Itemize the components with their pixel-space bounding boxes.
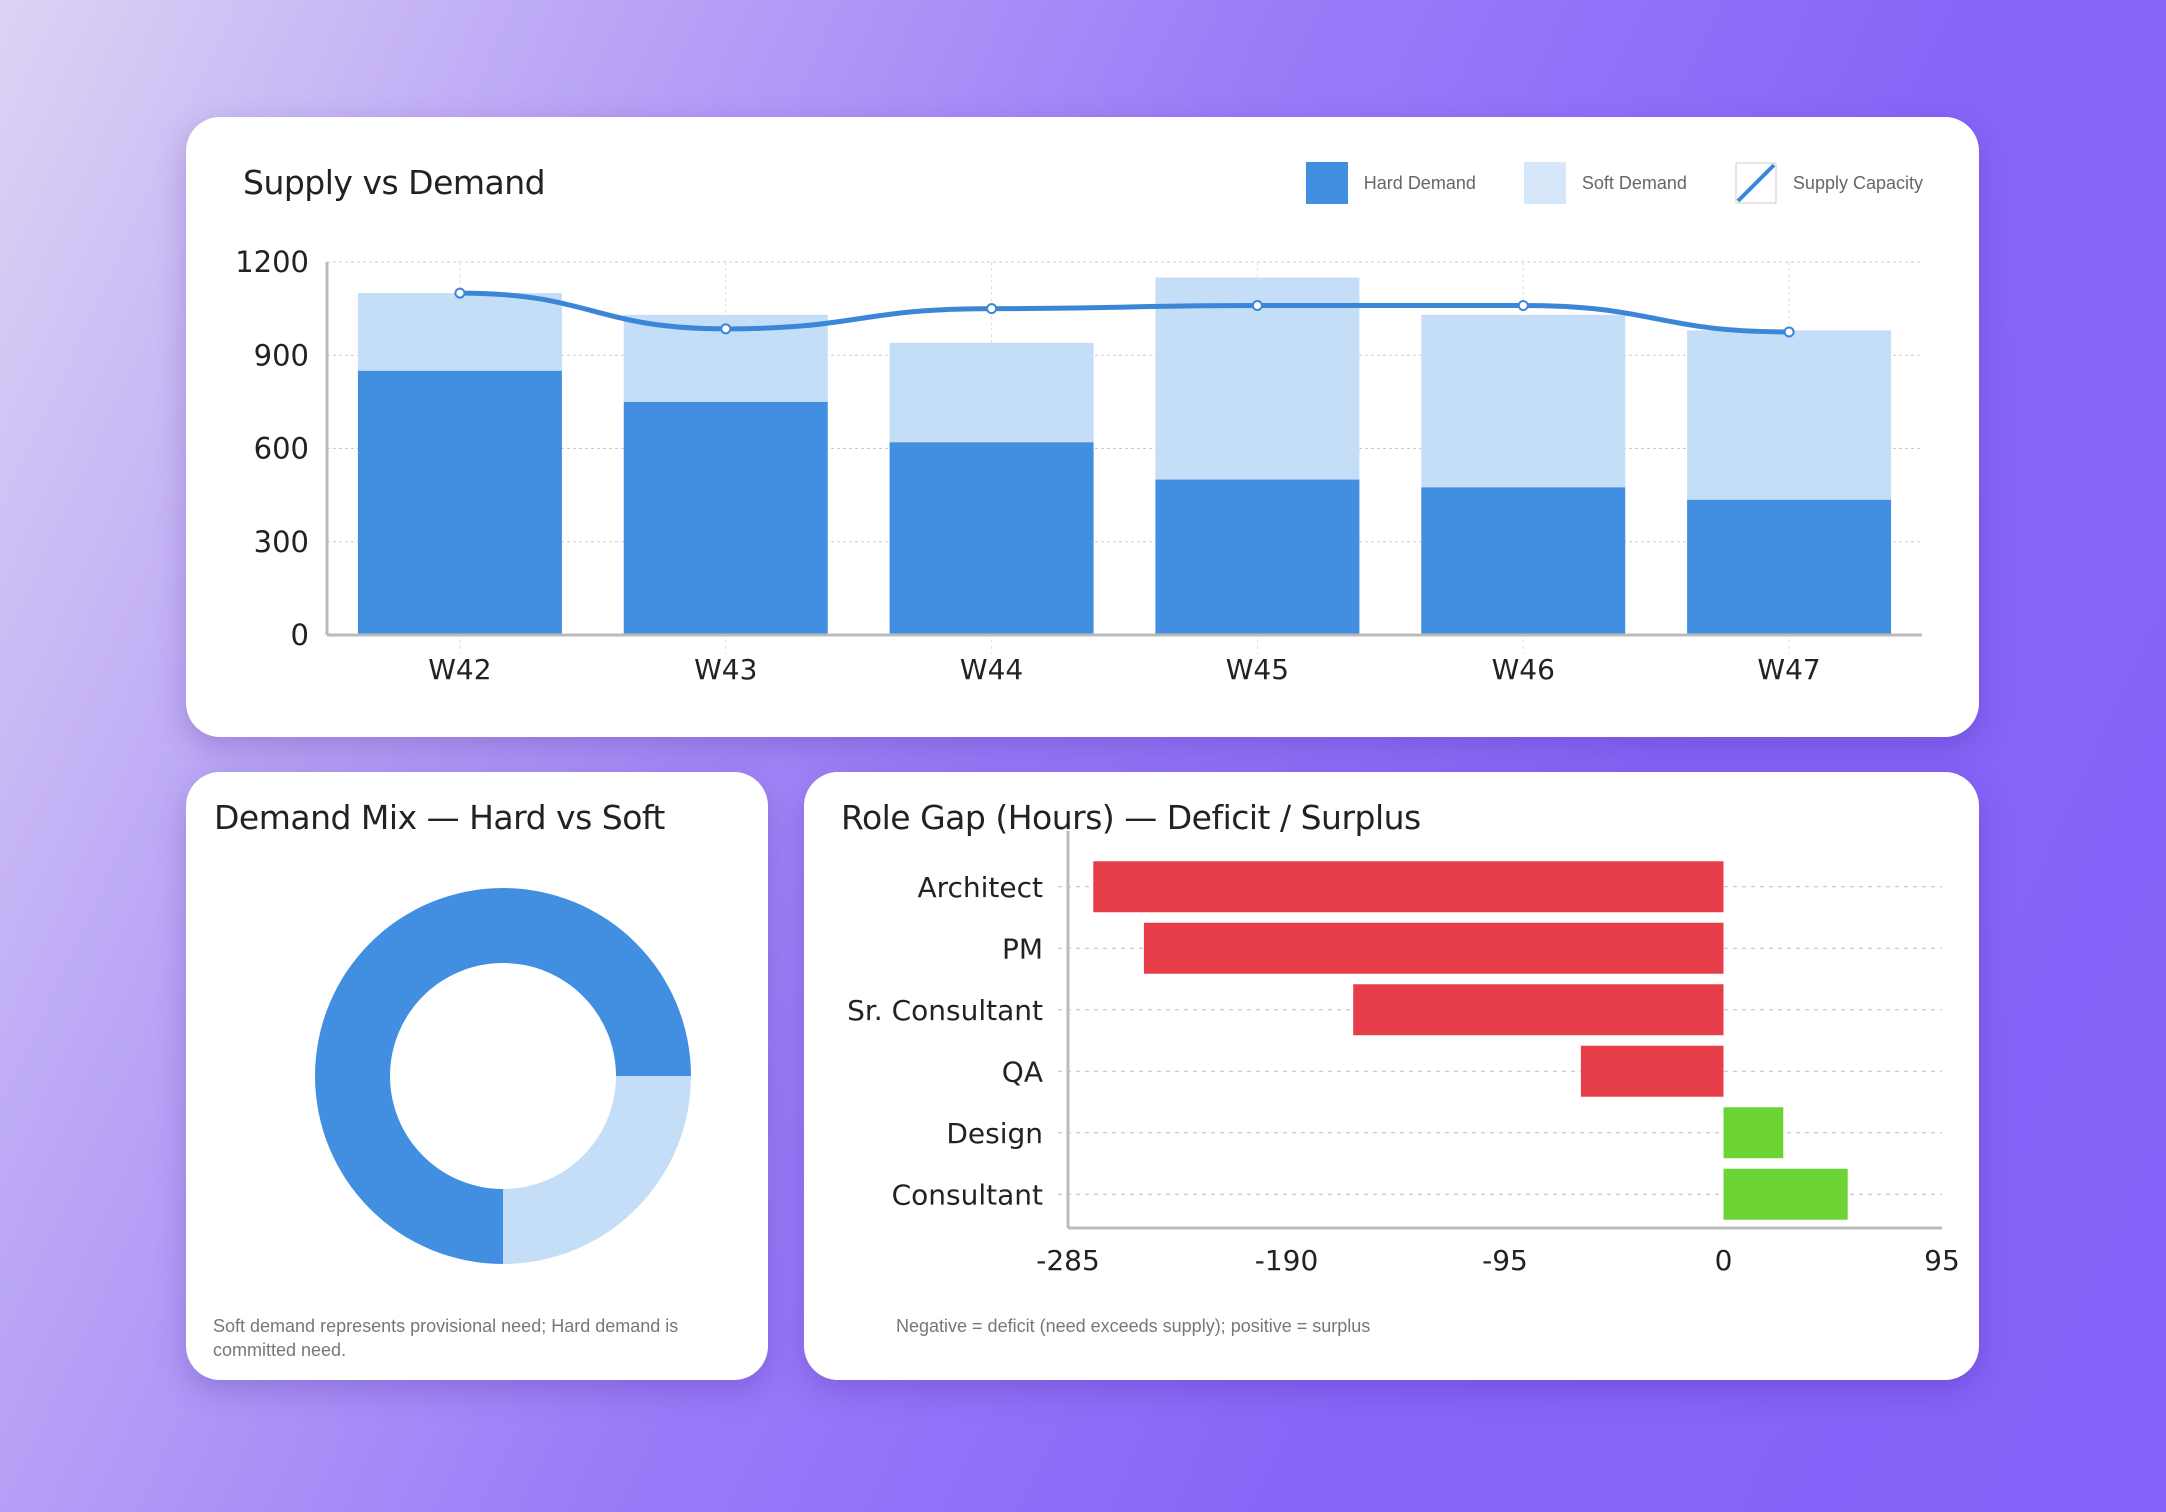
category-label: PM <box>1002 932 1043 965</box>
donut-slice-hard <box>315 888 691 1264</box>
role-gap-card: Role Gap (Hours) — Deficit / Surplus Arc… <box>804 772 1979 1380</box>
x-tick-label: W42 <box>428 653 491 686</box>
deficit-bar <box>1143 922 1724 974</box>
chart-title: Demand Mix — Hard vs Soft <box>214 798 665 837</box>
demand-mix-donut <box>315 888 691 1264</box>
y-tick-label: 0 <box>291 618 309 652</box>
x-tick-label: 0 <box>1715 1244 1733 1277</box>
supply-demand-card: Supply vs Demand Hard Demand Soft Demand… <box>186 117 1979 737</box>
category-label: Consultant <box>892 1178 1043 1211</box>
hard-demand-bar <box>1421 487 1626 635</box>
chart-title: Role Gap (Hours) — Deficit / Surplus <box>841 798 1421 837</box>
deficit-bar <box>1353 984 1724 1036</box>
legend-label: Soft Demand <box>1581 172 1687 193</box>
soft-demand-bar <box>1421 314 1626 488</box>
legend-hard-demand[interactable]: Hard Demand <box>1305 162 1476 204</box>
y-tick-label: 600 <box>254 432 309 466</box>
supply-demand-plot: 0 300 600 900 1200 W42 W43 W44 W45 W46 W47 <box>235 245 1922 686</box>
x-tick-label: W43 <box>694 653 757 686</box>
hard-demand-bar <box>1687 499 1892 635</box>
soft-demand-bar <box>1687 330 1892 500</box>
x-tick-label: 95 <box>1924 1244 1960 1277</box>
legend-label: Hard Demand <box>1363 172 1476 193</box>
hard-demand-bar <box>357 370 562 635</box>
supply-capacity-line <box>459 290 1790 335</box>
deficit-bar <box>1093 861 1724 913</box>
category-label: Architect <box>917 871 1043 904</box>
soft-demand-bar <box>357 293 562 371</box>
x-tick-label: -95 <box>1482 1244 1528 1277</box>
chart-note: Soft demand represents provisional need;… <box>213 1316 679 1360</box>
supply-capacity-point <box>1251 300 1263 312</box>
x-tick-label: -285 <box>1036 1244 1100 1277</box>
x-tick-label: W44 <box>960 653 1023 686</box>
surplus-bar <box>1723 1107 1784 1159</box>
supply-capacity-point <box>986 303 998 315</box>
y-tick-label: 300 <box>254 525 309 559</box>
soft-demand-swatch <box>1523 162 1566 204</box>
y-tick-label: 900 <box>254 338 309 372</box>
x-tick-label: -190 <box>1255 1244 1319 1277</box>
y-tick-label: 1200 <box>235 245 309 279</box>
x-tick-label: W46 <box>1492 653 1555 686</box>
deficit-bar <box>1580 1045 1724 1097</box>
legend: Hard Demand Soft Demand Supply Capacity <box>1272 162 1923 204</box>
hard-demand-bar <box>1155 479 1360 635</box>
role-gap-plot: Architect PM Sr. Consultant QA Design Consult… <box>847 831 1960 1277</box>
demand-mix-card: Demand Mix — Hard vs Soft Soft demand re… <box>186 772 768 1380</box>
supply-capacity-point <box>1783 326 1795 338</box>
category-label: Sr. Consultant <box>847 994 1043 1027</box>
soft-demand-bar <box>1155 277 1360 480</box>
category-label: Design <box>946 1117 1043 1150</box>
chart-note: Negative = deficit (need exceeds supply)… <box>896 1316 1371 1336</box>
legend-supply-capacity[interactable]: Supply Capacity <box>1735 162 1923 204</box>
chart-title: Supply vs Demand <box>243 163 546 202</box>
donut-slice-soft <box>503 1076 691 1264</box>
hard-demand-swatch <box>1305 162 1348 204</box>
supply-capacity-point <box>720 323 732 335</box>
hard-demand-bar <box>623 401 828 635</box>
hard-demand-bar <box>889 442 1094 635</box>
x-tick-label: W47 <box>1757 653 1820 686</box>
legend-soft-demand[interactable]: Soft Demand <box>1523 162 1687 204</box>
supply-line-swatch <box>1735 162 1777 204</box>
category-label: QA <box>1002 1055 1043 1088</box>
surplus-bar <box>1723 1168 1848 1220</box>
x-tick-label: W45 <box>1226 653 1289 686</box>
supply-capacity-point <box>454 287 466 299</box>
soft-demand-bar <box>889 342 1094 443</box>
legend-label: Supply Capacity <box>1792 172 1923 193</box>
supply-capacity-point <box>1517 300 1529 312</box>
